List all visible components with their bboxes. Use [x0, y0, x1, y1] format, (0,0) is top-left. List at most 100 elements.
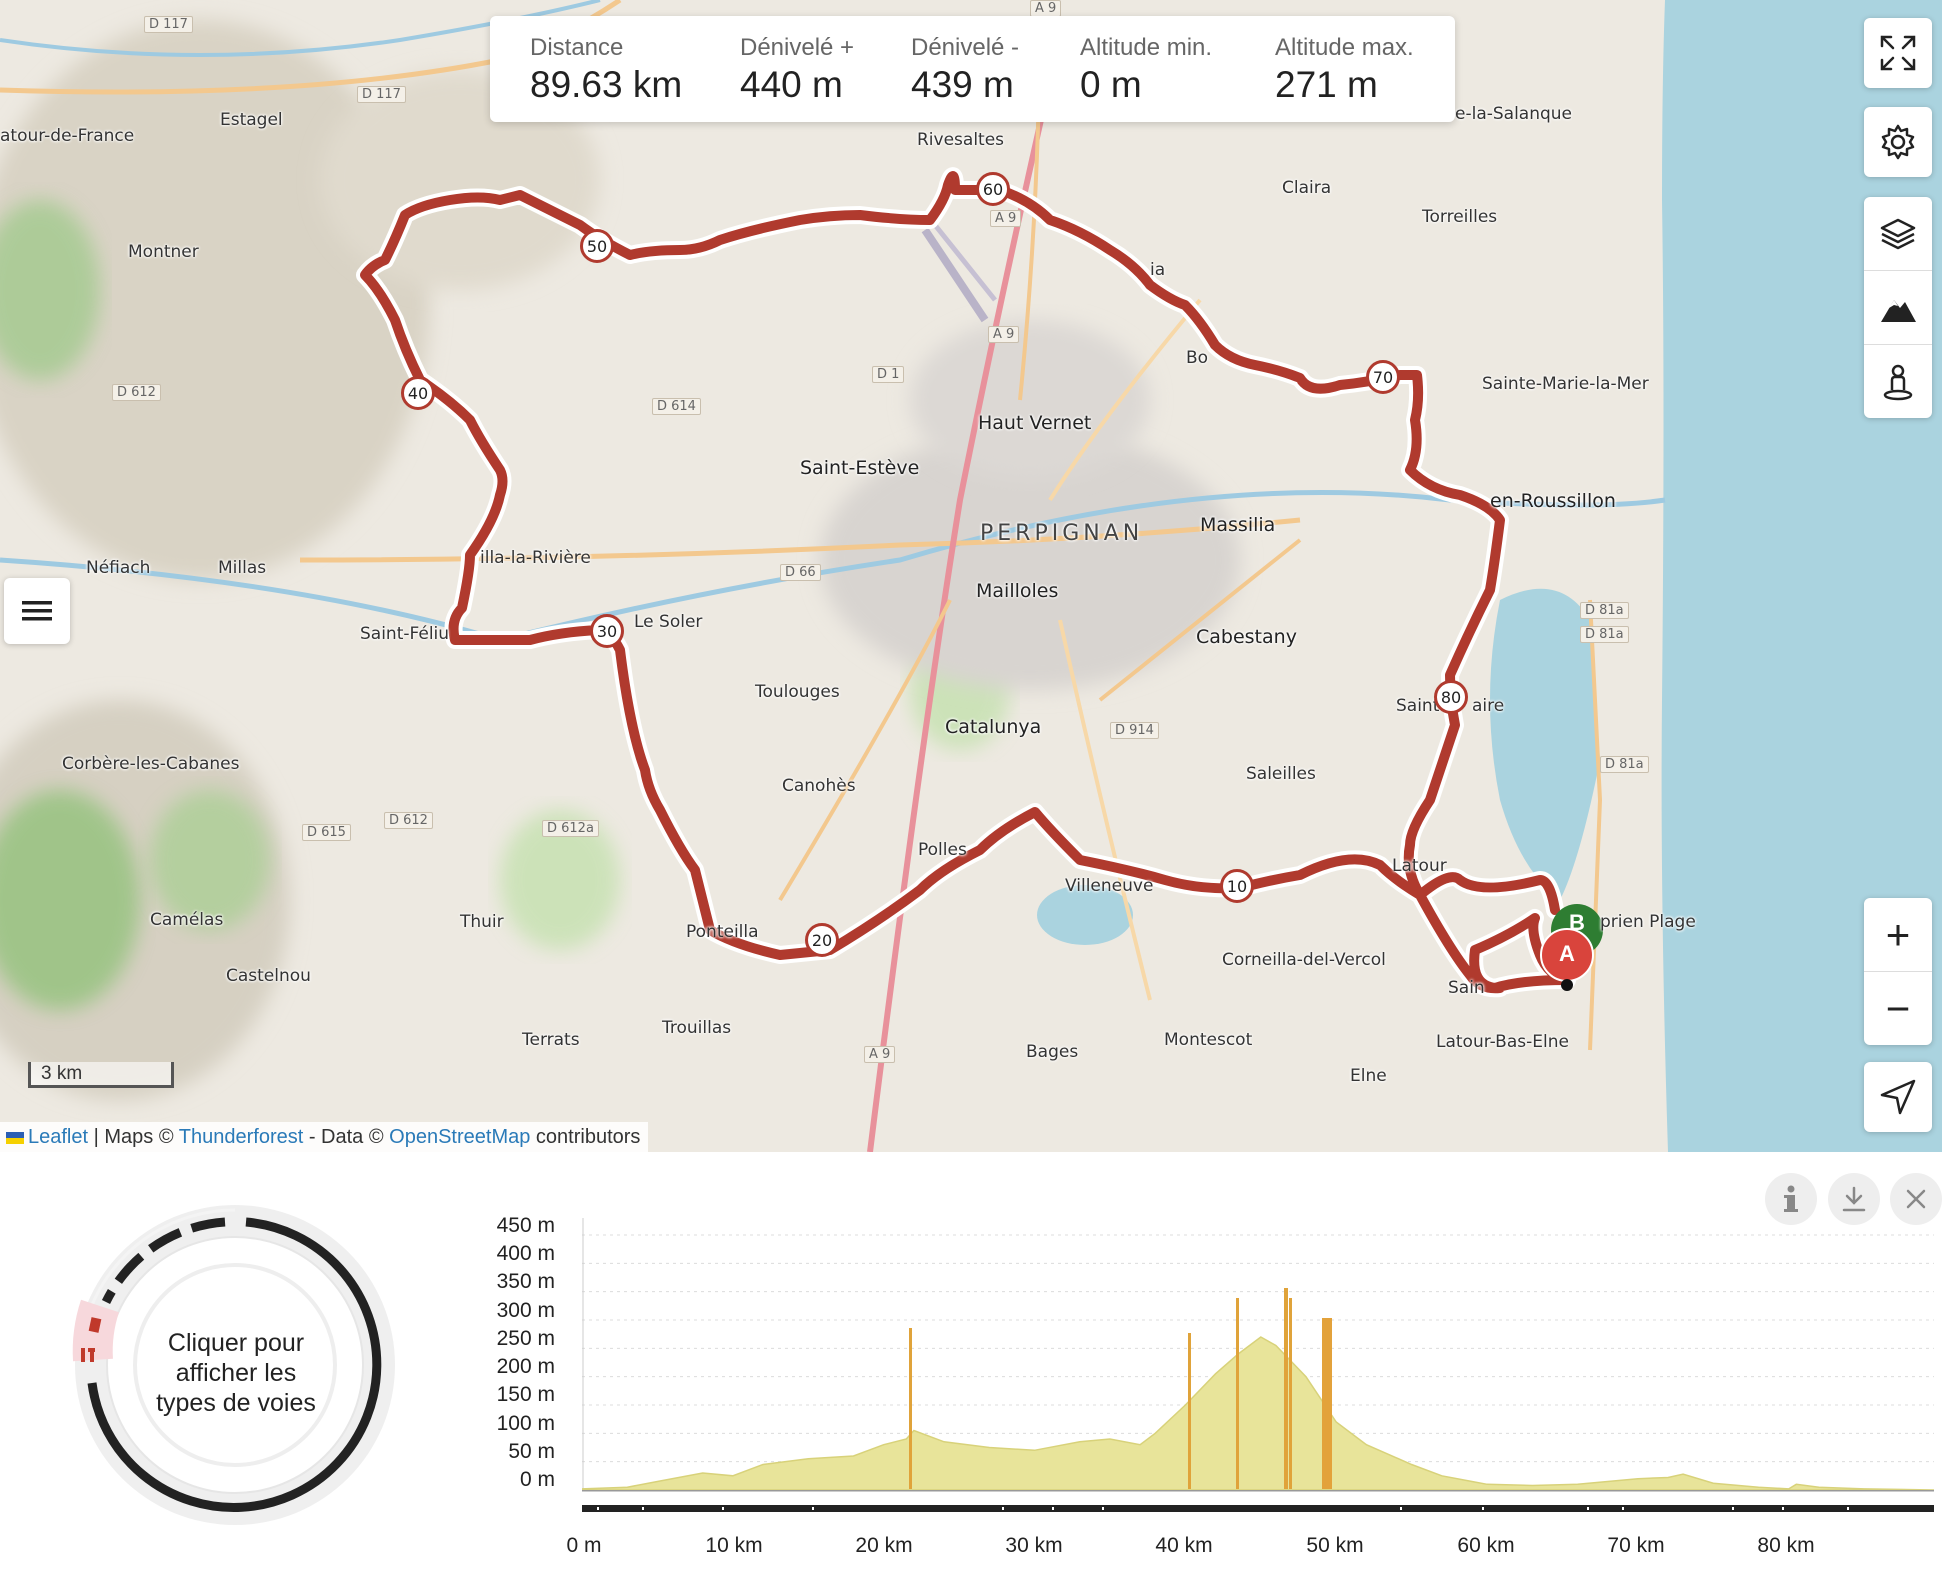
place-label: Le Soler	[634, 612, 703, 632]
place-label: illa-la-Rivière	[480, 548, 591, 568]
place-label: Estagel	[220, 110, 283, 130]
place-label: e-la-Salanque	[1455, 104, 1573, 124]
y-tick-label: 250 m	[496, 1327, 555, 1350]
place-label: Terrats	[522, 1030, 580, 1050]
attribution-text: | Maps ©	[88, 1126, 179, 1148]
km-marker: 80	[1434, 680, 1468, 714]
y-tick-label: 150 m	[496, 1383, 555, 1406]
place-label: Camélas	[150, 910, 224, 930]
way-types-donut[interactable]	[60, 1190, 410, 1540]
place-label: Sainte-Marie-la-Mer	[1482, 374, 1649, 394]
place-label: Toulouges	[755, 682, 840, 702]
road-shield: D 614	[652, 398, 701, 415]
ukraine-flag-icon	[6, 1131, 24, 1144]
y-tick-label: 200 m	[496, 1355, 555, 1378]
end-marker-label: B	[1569, 910, 1585, 935]
street-view-button[interactable]	[1864, 345, 1932, 418]
road-shield: D 117	[144, 16, 193, 33]
locate-button[interactable]	[1864, 1062, 1932, 1132]
info-icon	[1784, 1185, 1798, 1212]
x-tick-label: 40 km	[1155, 1534, 1213, 1557]
close-button[interactable]	[1890, 1173, 1942, 1225]
place-label: Corbère-les-Cabanes	[62, 754, 240, 774]
km-marker: 30	[590, 614, 624, 648]
info-button[interactable]	[1765, 1173, 1817, 1225]
attribution-text: contributors	[530, 1126, 641, 1148]
place-label: aire	[1472, 696, 1505, 716]
layers-icon	[1880, 218, 1916, 249]
y-tick-label: 50 m	[508, 1440, 555, 1463]
place-label: Saint-Estève	[800, 457, 920, 479]
place-label: Trouillas	[662, 1018, 732, 1038]
y-tick-label: 350 m	[496, 1270, 555, 1293]
place-label: PERPIGNAN	[980, 521, 1144, 546]
km-marker: 10	[1220, 869, 1254, 903]
place-label: Latour	[1392, 856, 1447, 876]
road-shield: D 117	[357, 86, 406, 103]
download-button[interactable]	[1828, 1173, 1880, 1225]
place-label: Ponteilla	[686, 922, 759, 942]
road-shield: D 81a	[1580, 626, 1629, 643]
map-view[interactable]: Estagel atour-de-France Montner Rivesalt…	[0, 0, 1942, 1152]
x-tick-label: 20 km	[855, 1534, 913, 1557]
place-label: Elne	[1350, 1066, 1387, 1086]
road-shield: D 612	[112, 384, 161, 401]
way-types-label[interactable]: Cliquer pour afficher les types de voies	[140, 1328, 332, 1418]
osm-link[interactable]: OpenStreetMap	[389, 1126, 531, 1148]
place-label: Saint-Féliu	[360, 624, 450, 644]
layers-button[interactable]	[1864, 197, 1932, 271]
stat-label: Dénivelé -	[911, 34, 1020, 61]
road-shield: D 81a	[1580, 602, 1629, 619]
way-types-label-line: afficher les	[175, 1359, 297, 1387]
km-marker: 20	[805, 923, 839, 957]
download-icon	[1842, 1186, 1866, 1212]
place-label: Latour-Bas-Elne	[1436, 1032, 1569, 1052]
y-tick-label: 0 m	[519, 1468, 555, 1491]
map-attribution: Leaflet | Maps © Thunderforest - Data © …	[0, 1122, 649, 1152]
way-types-label-line: Cliquer pour	[167, 1329, 305, 1357]
road-shield: D 1	[872, 366, 905, 383]
place-label: Claira	[1282, 178, 1332, 198]
place-label: Haut Vernet	[978, 412, 1092, 434]
elevation-chart[interactable]	[582, 1218, 1934, 1518]
place-label: Sain	[1448, 978, 1485, 998]
start-marker	[1540, 928, 1594, 991]
thunderforest-link[interactable]: Thunderforest	[178, 1126, 304, 1148]
fullscreen-button[interactable]	[1864, 18, 1932, 88]
place-label: Bo	[1186, 348, 1209, 368]
attribution-text: - Data ©	[303, 1126, 390, 1148]
x-tick-label: 80 km	[1757, 1534, 1815, 1557]
stat-value: 439 m	[911, 64, 1014, 105]
menu-button[interactable]	[4, 578, 70, 644]
road-shield: A 9	[864, 1046, 896, 1063]
person-icon	[1883, 364, 1913, 400]
navigation-arrow-icon	[1880, 1079, 1916, 1115]
stat-label: Distance	[530, 34, 624, 61]
route-stats-panel: Distance 89.63 km Dénivelé + 440 m Déniv…	[490, 16, 1455, 122]
leaflet-link[interactable]: Leaflet	[28, 1126, 89, 1148]
y-tick-label: 400 m	[496, 1242, 555, 1265]
place-label: Montner	[128, 242, 199, 262]
road-shield: D 612a	[542, 820, 599, 837]
zoom-out-button[interactable]: −	[1885, 984, 1911, 1032]
zoom-in-button[interactable]: +	[1864, 898, 1932, 972]
road-shield: D 66	[780, 564, 821, 581]
place-label: Millas	[218, 558, 267, 578]
surface-bar-gaps	[597, 1507, 1849, 1510]
stat-label: Altitude max.	[1275, 34, 1414, 61]
place-label: Bages	[1026, 1042, 1079, 1062]
stat-value: 0 m	[1080, 64, 1142, 105]
way-types-label-line: types de voies	[156, 1389, 316, 1417]
x-tick-label: 70 km	[1607, 1534, 1665, 1557]
place-label: atour-de-France	[0, 126, 135, 146]
place-label: Saint	[1396, 696, 1440, 716]
settings-button[interactable]	[1864, 107, 1932, 177]
stat-gain: Dénivelé + 440 m	[740, 34, 854, 106]
map-layers-control-group	[1864, 197, 1932, 418]
steep-marker	[1236, 1298, 1239, 1489]
place-label: Saleilles	[1246, 764, 1316, 784]
mountain-icon	[1881, 299, 1916, 322]
place-label: Villeneuve	[1065, 876, 1154, 896]
stat-alt-max: Altitude max. 271 m	[1275, 34, 1414, 106]
elevation-button[interactable]	[1864, 271, 1932, 345]
